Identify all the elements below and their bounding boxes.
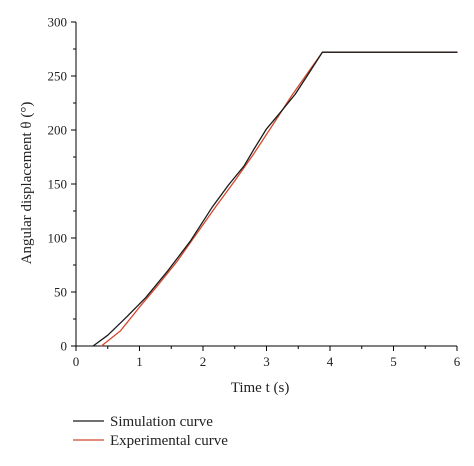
- y-axis-title: Angular displacement θ (°): [19, 102, 35, 265]
- y-tick-label: 150: [48, 177, 68, 192]
- legend-label-simulation-curve: Simulation curve: [110, 414, 213, 430]
- y-tick-label: 50: [54, 285, 67, 300]
- x-tick-label: 5: [390, 354, 397, 369]
- simulation-curve-line: [92, 51, 458, 347]
- legend-label-experimental-curve: Experimental curve: [110, 433, 228, 449]
- y-tick-label: 200: [48, 123, 68, 138]
- experimental-curve-line: [100, 51, 458, 347]
- x-tick-label: 2: [200, 354, 207, 369]
- axis-ticks: 0 1 2 3 4 5 6 0 50 100 150 200 250 300: [48, 15, 461, 370]
- series-lines: [92, 51, 458, 347]
- y-tick-label: 250: [48, 69, 68, 84]
- y-tick-label: 0: [61, 339, 68, 354]
- x-tick-label: 3: [263, 354, 270, 369]
- x-tick-label: 4: [327, 354, 334, 369]
- x-axis-title: Time t (s): [231, 380, 290, 396]
- axes: [75, 22, 457, 347]
- x-tick-label: 0: [73, 354, 80, 369]
- legend: Simulation curve Experimental curve: [73, 414, 228, 449]
- y-tick-label: 300: [48, 15, 68, 30]
- x-tick-label: 1: [136, 354, 143, 369]
- x-tick-label: 6: [454, 354, 461, 369]
- y-tick-label: 100: [48, 231, 68, 246]
